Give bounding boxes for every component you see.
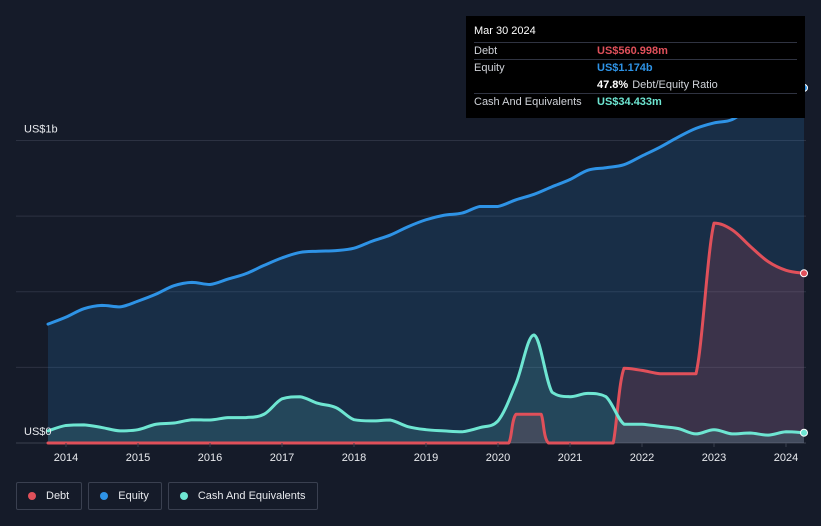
- tooltip-equity-value: US$1.174b: [597, 62, 653, 74]
- x-tick-label: 2017: [270, 452, 294, 464]
- equity-line: [46, 86, 806, 326]
- cash-and-equivalents-line: [46, 333, 806, 437]
- x-tick-label: 2020: [486, 452, 510, 464]
- tooltip-row-ratio: 47.8% Debt/Equity Ratio: [474, 76, 797, 93]
- legend-cash[interactable]: Cash And Equivalents: [167, 482, 319, 510]
- legend-debt[interactable]: Debt: [16, 482, 83, 510]
- tooltip-date: Mar 30 2024: [474, 25, 536, 37]
- legend-equity-label: Equity: [118, 490, 149, 502]
- cash-and-equivalents-end-marker: [800, 428, 808, 437]
- legend-equity[interactable]: Equity: [88, 482, 162, 510]
- chart-legend: Debt Equity Cash And Equivalents: [16, 482, 319, 510]
- debt-area: [48, 223, 804, 443]
- axis-layer: US$0 US$1b 2014 2015 2016 2017 2018 2019 2020 202…: [24, 124, 798, 465]
- debt-end-marker: [800, 269, 808, 278]
- area-layer: [48, 87, 804, 444]
- data-tooltip: Mar 30 2024 Debt US$560.998m Equity US$1…: [466, 16, 805, 118]
- tooltip-cash-value: US$34.433m: [597, 96, 662, 108]
- tooltip-debt-label: Debt: [474, 45, 498, 57]
- legend-cash-label: Cash And Equivalents: [197, 490, 306, 502]
- x-tick-label: 2015: [126, 452, 150, 464]
- y-tick-label: US$1b: [24, 124, 58, 136]
- tooltip-ratio-label: Debt/Equity Ratio: [632, 78, 718, 91]
- x-tick-label: 2019: [414, 452, 438, 464]
- x-tick-label: 2014: [54, 452, 78, 464]
- x-tick-label: 2021: [558, 452, 582, 464]
- x-tick-label: 2022: [630, 452, 654, 464]
- tooltip-ratio-value: 47.8%: [597, 78, 629, 91]
- tooltip-row-debt: Debt US$560.998m: [474, 42, 797, 59]
- tooltip-equity-label: Equity: [474, 62, 505, 74]
- tooltip-debt-value: US$560.998m: [597, 45, 668, 57]
- x-tick-label: 2016: [198, 452, 222, 464]
- cash-dot-icon: [179, 492, 188, 500]
- equity-dot-icon: [100, 492, 109, 500]
- x-tick-label: 2024: [774, 452, 798, 464]
- cash-and-equivalents-area: [48, 335, 804, 443]
- debt-dot-icon: [28, 492, 36, 500]
- tooltip-row-equity: Equity US$1.174b: [474, 59, 797, 76]
- x-tick-label: 2023: [702, 452, 726, 464]
- x-tick-label: 2018: [342, 452, 366, 464]
- tooltip-cash-label: Cash And Equivalents: [474, 96, 582, 108]
- equity-area: [48, 87, 804, 444]
- legend-debt-label: Debt: [46, 490, 70, 502]
- tooltip-row-cash: Cash And Equivalents US$34.433m: [474, 93, 797, 110]
- y-tick-label: US$0: [24, 426, 52, 438]
